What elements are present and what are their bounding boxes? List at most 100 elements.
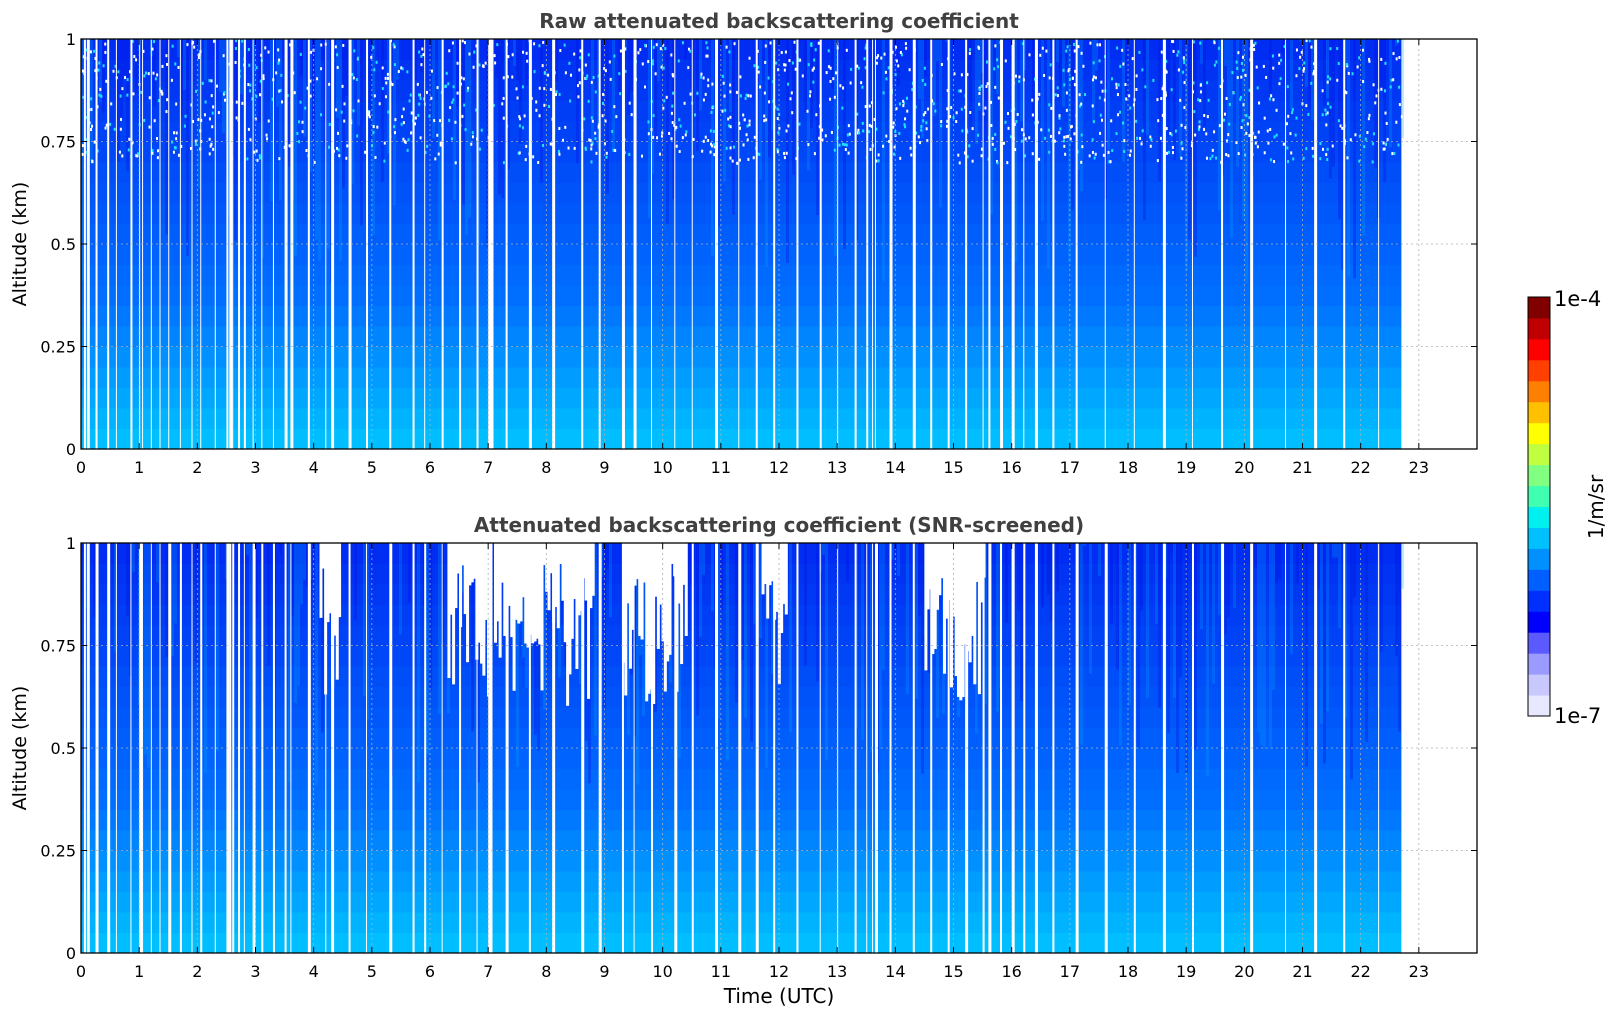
heatmap-texture	[369, 39, 372, 140]
heatmap-speckle	[1199, 83, 1202, 87]
heatmap-texture	[321, 39, 324, 60]
heatmap-speckle	[1156, 159, 1159, 163]
heatmap-speckle	[1239, 95, 1242, 99]
heatmap-texture	[219, 39, 222, 93]
heatmap-texture	[804, 543, 807, 666]
heatmap-speckle	[868, 123, 871, 127]
heatmap-texture	[1173, 39, 1176, 161]
heatmap-speckle	[711, 144, 714, 148]
x-tick-label: 19	[1176, 962, 1196, 981]
heatmap-speckle	[1180, 141, 1183, 145]
heatmap-screened	[780, 543, 784, 634]
heatmap-texture	[504, 39, 507, 95]
heatmap-speckle	[997, 65, 1000, 69]
heatmap-speckle	[1326, 111, 1329, 115]
heatmap-texture	[711, 543, 714, 612]
heatmap-speckle	[1372, 132, 1375, 136]
heatmap-speckle	[430, 69, 433, 73]
heatmap-speckle	[605, 155, 608, 159]
heatmap-gap	[1023, 543, 1026, 953]
heatmap-texture	[1173, 543, 1176, 698]
heatmap-speckle	[1286, 85, 1289, 89]
heatmap-texture	[1176, 543, 1179, 773]
heatmap-speckle	[192, 119, 195, 123]
heatmap-speckle	[904, 125, 907, 129]
heatmap-speckle	[1256, 86, 1259, 90]
heatmap-texture	[432, 39, 435, 139]
heatmap-speckle	[1098, 59, 1101, 63]
heatmap-speckle	[1020, 128, 1023, 132]
heatmap-texture	[717, 543, 720, 719]
heatmap-screened	[533, 543, 537, 642]
heatmap-speckle	[247, 83, 250, 87]
heatmap-speckle	[1307, 113, 1310, 117]
heatmap-speckle	[807, 63, 810, 67]
heatmap-speckle	[1079, 104, 1082, 108]
heatmap-speckle	[1206, 115, 1209, 119]
heatmap-gap	[214, 39, 216, 449]
heatmap-texture	[1230, 39, 1233, 238]
heatmap-texture	[99, 39, 102, 103]
heatmap-speckle	[706, 54, 709, 58]
heatmap-speckle	[910, 153, 913, 157]
heatmap-speckle	[328, 123, 331, 127]
heatmap-speckle	[1180, 156, 1183, 160]
heatmap-speckle	[132, 92, 135, 96]
heatmap-speckle	[400, 122, 403, 126]
heatmap-speckle	[1254, 41, 1257, 45]
heatmap-speckle	[357, 56, 360, 60]
heatmap-texture	[597, 39, 600, 150]
heatmap-gap	[1133, 39, 1135, 449]
heatmap-speckle	[612, 148, 615, 152]
heatmap-speckle	[328, 82, 331, 86]
x-tick-label: 8	[541, 458, 551, 477]
heatmap-speckle	[554, 93, 557, 97]
heatmap-speckle	[654, 72, 657, 76]
heatmap-speckle	[547, 73, 550, 77]
heatmap-speckle	[656, 136, 659, 140]
heatmap-speckle	[689, 49, 692, 53]
heatmap-speckle	[1141, 68, 1144, 72]
heatmap-speckle	[1165, 70, 1168, 74]
heatmap-gap	[389, 39, 392, 449]
heatmap-speckle	[1205, 156, 1208, 160]
heatmap-speckle	[391, 82, 394, 86]
heatmap-speckle	[1217, 46, 1220, 50]
heatmap-speckle	[868, 130, 871, 134]
heatmap-speckle	[394, 131, 397, 135]
heatmap-speckle	[112, 69, 115, 73]
heatmap-speckle	[712, 105, 715, 109]
heatmap-texture	[609, 543, 612, 618]
heatmap-texture	[996, 543, 999, 712]
heatmap-gap	[424, 543, 427, 953]
heatmap-speckle	[784, 63, 787, 67]
heatmap-speckle	[1069, 137, 1072, 141]
heatmap-speckle	[494, 61, 497, 65]
heatmap-speckle	[1295, 116, 1298, 120]
heatmap-speckle	[346, 144, 349, 148]
heatmap-speckle	[1303, 67, 1306, 71]
heatmap-speckle	[594, 90, 597, 94]
heatmap-speckle	[1275, 108, 1278, 112]
heatmap-texture	[606, 39, 609, 195]
heatmap-speckle	[1141, 129, 1144, 133]
heatmap-texture	[690, 39, 693, 89]
heatmap-speckle	[195, 89, 198, 93]
heatmap-speckle	[585, 76, 588, 80]
heatmap-speckle	[1362, 80, 1365, 84]
heatmap-speckle	[592, 76, 595, 80]
heatmap-screened	[517, 543, 521, 624]
x-tick-label: 13	[827, 458, 847, 477]
heatmap-speckle	[1313, 70, 1316, 74]
heatmap-speckle	[590, 143, 593, 147]
heatmap-texture	[1323, 39, 1326, 107]
heatmap-texture	[309, 39, 312, 172]
heatmap-speckle	[376, 125, 379, 129]
heatmap-speckle	[839, 84, 842, 88]
heatmap-speckle	[215, 84, 218, 88]
heatmap-speckle	[841, 142, 844, 146]
heatmap-screened	[510, 543, 514, 638]
heatmap-speckle	[319, 113, 322, 117]
heatmap-speckle	[235, 100, 238, 104]
heatmap-texture	[1041, 39, 1044, 221]
